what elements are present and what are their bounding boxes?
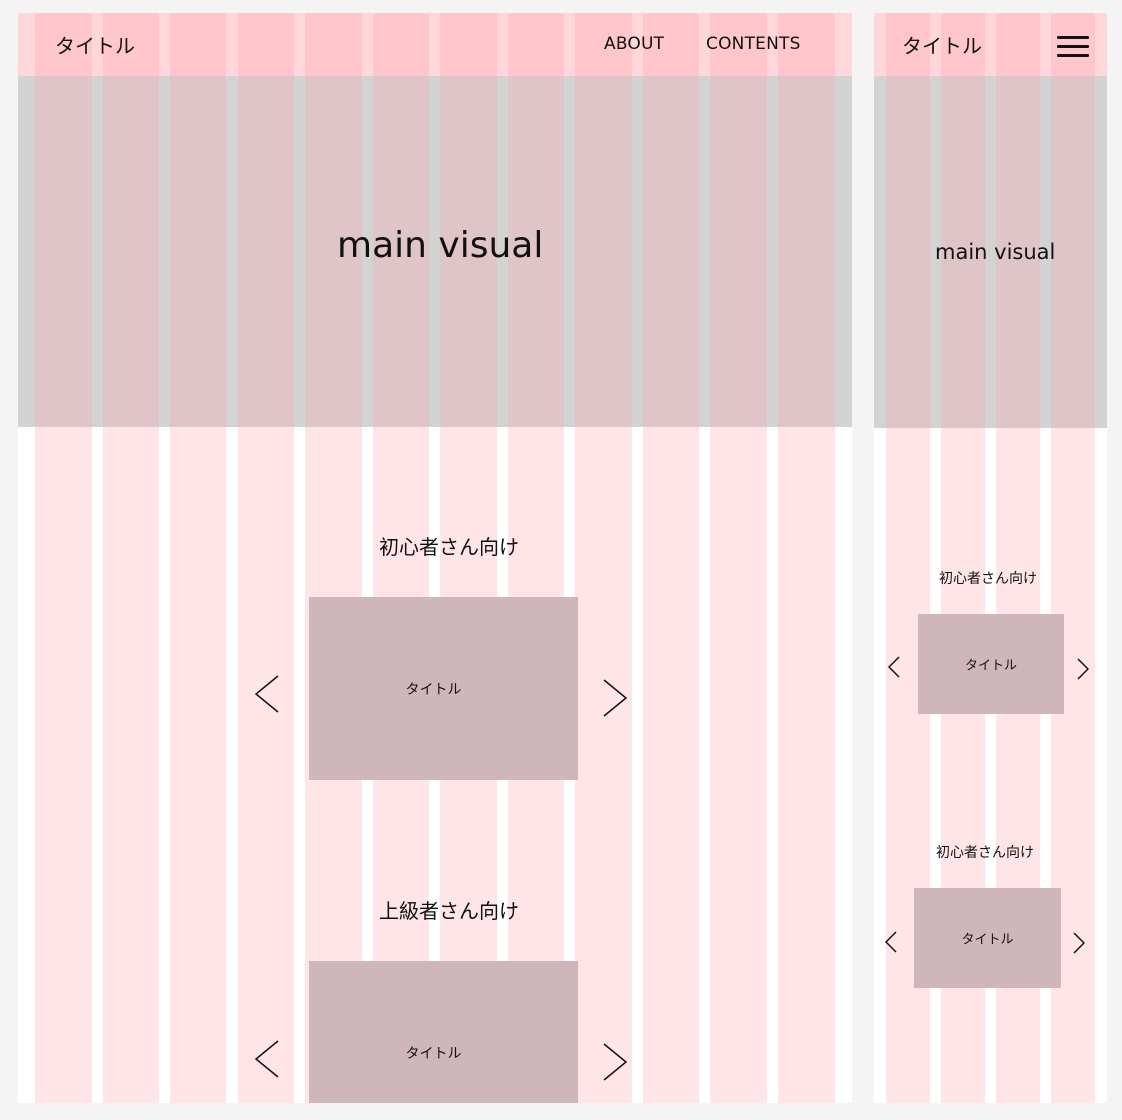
main-visual-label: main visual <box>935 240 1056 264</box>
card-title: タイトル <box>405 681 462 698</box>
section-title-beginner: 初心者さん向け <box>936 845 1034 861</box>
chevron-right-icon[interactable] <box>1077 658 1089 680</box>
card-title: タイトル <box>961 932 1014 948</box>
main-visual <box>874 76 1107 428</box>
carousel-card[interactable]: タイトル <box>914 888 1061 988</box>
card-title: タイトル <box>405 1046 462 1062</box>
chevron-left-icon[interactable] <box>885 931 897 953</box>
site-header <box>874 13 1107 76</box>
nav-link-about[interactable]: ABOUT <box>604 34 665 54</box>
chevron-left-icon[interactable] <box>254 1039 280 1079</box>
site-title[interactable]: タイトル <box>902 34 982 58</box>
chevron-left-icon[interactable] <box>254 674 280 714</box>
mobile-wireframe: タイトル main visual 初心者さん向け タイトル 初心者さん向け タイ… <box>874 13 1107 1103</box>
chevron-right-icon[interactable] <box>1073 932 1085 954</box>
chevron-right-icon[interactable] <box>602 678 628 718</box>
main-visual-label: main visual <box>337 225 544 266</box>
chevron-left-icon[interactable] <box>888 656 900 678</box>
hamburger-menu-icon[interactable] <box>1057 36 1089 63</box>
site-header <box>18 13 852 76</box>
section-title-beginner: 初心者さん向け <box>939 571 1037 587</box>
nav-link-contents[interactable]: CONTENTS <box>706 34 801 54</box>
site-title[interactable]: タイトル <box>55 34 135 58</box>
section-title-beginner: 初心者さん向け <box>379 535 519 559</box>
carousel-card[interactable]: タイトル <box>918 614 1064 714</box>
desktop-wireframe: タイトル ABOUT CONTENTS main visual 初心者さん向け … <box>18 13 852 1103</box>
carousel-card[interactable]: タイトル <box>309 597 578 780</box>
card-title: タイトル <box>964 658 1017 674</box>
carousel-card[interactable]: タイトル <box>309 961 578 1103</box>
section-title-advanced: 上級者さん向け <box>379 899 519 923</box>
chevron-right-icon[interactable] <box>602 1042 628 1082</box>
main-visual <box>18 76 852 427</box>
